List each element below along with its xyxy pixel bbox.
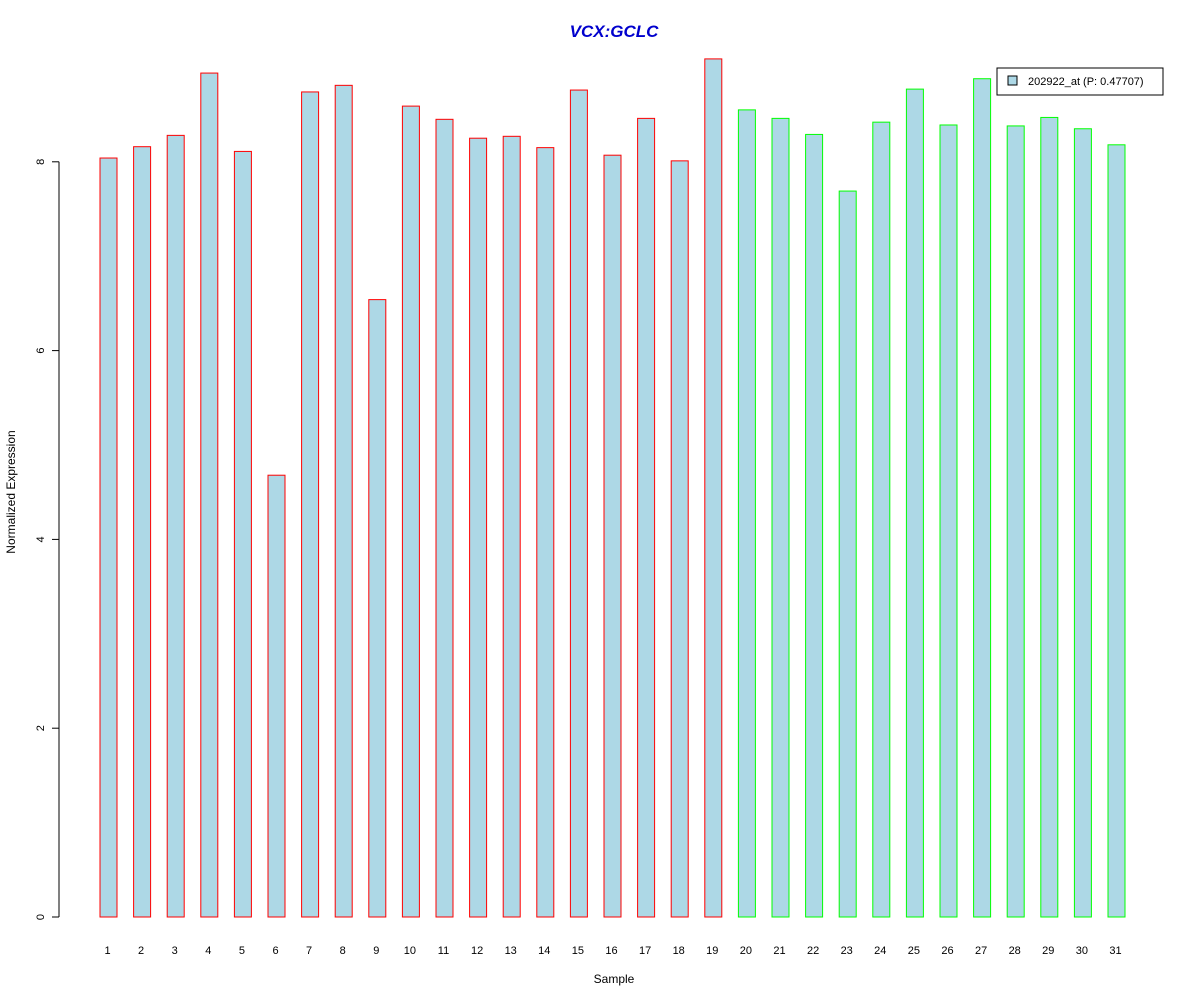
bar-sample-2 xyxy=(133,146,152,918)
x-tick-label: 13 xyxy=(505,945,517,957)
x-tick-label: 8 xyxy=(340,945,346,957)
x-tick-label: 20 xyxy=(740,945,752,957)
x-tick-label: 11 xyxy=(438,945,449,957)
bar-sample-25 xyxy=(905,88,924,918)
bar-sample-7 xyxy=(301,91,320,918)
legend-swatch xyxy=(1007,75,1018,86)
bar-sample-10 xyxy=(401,105,420,918)
bar-sample-13 xyxy=(502,135,521,918)
x-tick-label: 5 xyxy=(239,945,245,957)
bar-sample-4 xyxy=(200,72,219,918)
bar-sample-14 xyxy=(536,147,555,918)
x-tick-label: 3 xyxy=(172,945,178,957)
bar-sample-29 xyxy=(1040,116,1059,918)
x-tick-label: 10 xyxy=(404,945,416,957)
bar-sample-6 xyxy=(267,474,286,918)
x-axis-label: Sample xyxy=(594,972,635,986)
bar-sample-26 xyxy=(939,124,958,918)
x-tick-label: 16 xyxy=(605,945,617,957)
bar-sample-1 xyxy=(99,157,118,918)
bar-sample-20 xyxy=(737,109,756,918)
x-tick-label: 21 xyxy=(773,945,785,957)
legend-box xyxy=(996,67,1164,96)
bar-sample-21 xyxy=(771,117,790,918)
y-axis-label: Normalized Expression xyxy=(4,430,18,553)
bar-sample-22 xyxy=(805,133,824,918)
legend: 202922_at (P: 0.47707) xyxy=(996,67,1164,96)
y-tick-label: 4 xyxy=(35,536,47,542)
x-tick-label: 19 xyxy=(706,945,718,957)
y-axis: 0 2 4 6 8 xyxy=(35,159,60,920)
x-tick-label: 26 xyxy=(941,945,953,957)
bar-sample-9 xyxy=(368,299,387,918)
y-tick-label: 2 xyxy=(35,725,47,731)
legend-label: 202922_at (P: 0.47707) xyxy=(1028,76,1144,88)
bar-sample-16 xyxy=(603,154,622,918)
x-tick-label: 28 xyxy=(1009,945,1021,957)
bars-group xyxy=(99,58,1126,918)
x-tick-label: 15 xyxy=(572,945,584,957)
x-tick-label: 18 xyxy=(673,945,685,957)
x-tick-label: 1 xyxy=(104,945,110,957)
x-tick-label: 31 xyxy=(1109,945,1121,957)
bar-sample-23 xyxy=(838,190,857,918)
bar-sample-27 xyxy=(973,78,992,918)
bar-sample-24 xyxy=(872,121,891,918)
x-tick-label: 25 xyxy=(908,945,920,957)
bar-sample-30 xyxy=(1073,128,1092,918)
x-tick-label: 30 xyxy=(1076,945,1088,957)
y-tick-label: 0 xyxy=(35,914,47,920)
chart-title: VCX:GCLC xyxy=(570,22,660,41)
bar-sample-28 xyxy=(1006,125,1025,918)
x-tick-label: 23 xyxy=(841,945,853,957)
x-tick-labels: 1 2 3 4 5 6 7 8 9 10 11 12 13 14 15 16 17 18 19 20 21 22 23 24 2… xyxy=(104,945,1121,957)
bar-sample-17 xyxy=(637,117,656,918)
bar-sample-19 xyxy=(704,58,723,918)
x-tick-label: 29 xyxy=(1042,945,1054,957)
bar-sample-15 xyxy=(569,89,588,918)
bar-sample-5 xyxy=(233,150,252,918)
bar-sample-18 xyxy=(670,160,689,918)
x-tick-label: 2 xyxy=(138,945,144,957)
bar-sample-3 xyxy=(166,134,185,918)
x-tick-label: 12 xyxy=(471,945,483,957)
bar-sample-31 xyxy=(1107,144,1126,918)
x-tick-label: 4 xyxy=(205,945,211,957)
x-tick-label: 6 xyxy=(272,945,278,957)
bar-sample-8 xyxy=(334,84,353,918)
bar-sample-11 xyxy=(435,118,454,918)
x-tick-label: 7 xyxy=(306,945,312,957)
x-tick-label: 14 xyxy=(538,945,550,957)
x-tick-label: 27 xyxy=(975,945,987,957)
x-tick-label: 22 xyxy=(807,945,819,957)
x-tick-label: 24 xyxy=(874,945,886,957)
bar-sample-12 xyxy=(469,137,488,918)
y-tick-label: 8 xyxy=(35,159,47,165)
x-tick-label: 17 xyxy=(639,945,651,957)
y-tick-label: 6 xyxy=(35,348,47,354)
x-tick-label: 9 xyxy=(373,945,379,957)
